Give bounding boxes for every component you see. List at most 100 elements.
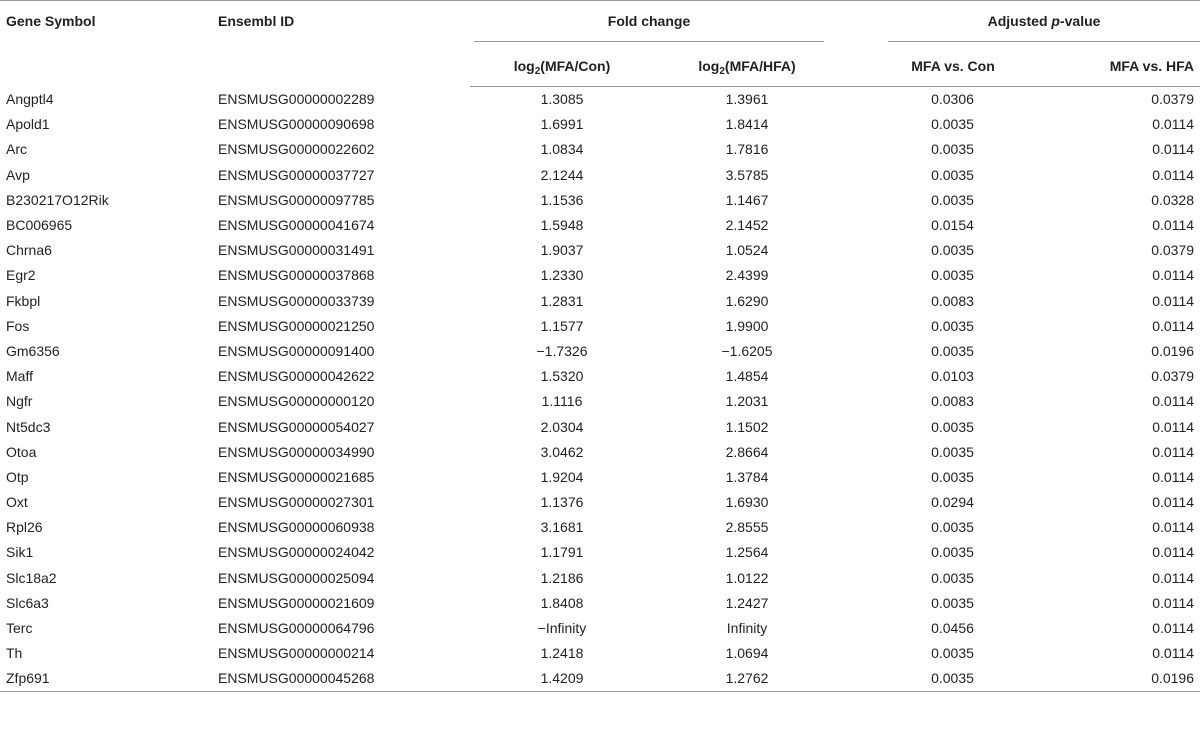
- header-adjusted-p-value: Adjusted p-value: [840, 0, 1200, 42]
- cell-gene-symbol: Nt5dc3: [6, 418, 51, 435]
- cell-log2-mfa-con: −Infinity: [537, 620, 587, 637]
- cell-ensembl-id: ENSMUSG00000097785: [218, 191, 375, 208]
- cell-pvalue-mfa-hfa: 0.0114: [1152, 166, 1195, 183]
- cell-ensembl-id: ENSMUSG00000060938: [218, 519, 375, 536]
- cell-log2-mfa-hfa: 1.2031: [725, 393, 769, 410]
- cell-gene-symbol: Terc: [6, 620, 33, 637]
- cell-ensembl-id: ENSMUSG00000025094: [218, 569, 375, 586]
- cell-log2-mfa-con: 1.1536: [540, 191, 584, 208]
- cell-ensembl-id: ENSMUSG00000037868: [218, 267, 375, 284]
- table-row: Gm6356 ENSMUSG00000091400 −1.7326 −1.6205 0.…: [0, 338, 1200, 363]
- cell-log2-mfa-hfa: 2.1452: [725, 217, 769, 234]
- log-subscript: 2: [719, 66, 725, 77]
- cell-pvalue-mfa-hfa: 0.0379: [1151, 368, 1195, 385]
- adjusted-p-italic: p: [1051, 13, 1060, 29]
- header-gene-symbol: Gene Symbol: [0, 0, 208, 86]
- cell-log2-mfa-con: 1.2186: [540, 569, 584, 586]
- cell-gene-symbol: Oxt: [6, 494, 28, 511]
- cell-gene-symbol: Gm6356: [6, 342, 60, 359]
- table-header: Gene Symbol Ensembl ID Fold change Adjus…: [0, 0, 1200, 87]
- cell-log2-mfa-con: 2.1244: [540, 166, 584, 183]
- cell-pvalue-mfa-con: 0.0035: [931, 191, 974, 208]
- cell-pvalue-mfa-con: 0.0035: [931, 342, 974, 359]
- cell-ensembl-id: ENSMUSG00000045268: [208, 665, 470, 692]
- table-row: Nt5dc3 ENSMUSG00000054027 2.0304 1.1502 0.00…: [0, 414, 1200, 439]
- cell-ensembl-id: ENSMUSG00000033739: [218, 292, 375, 309]
- header-mfa-vs-con: MFA vs. Con: [840, 42, 1019, 87]
- cell-log2-mfa-hfa: 1.9900: [725, 317, 769, 334]
- cell-log2-mfa-con: 1.0834: [540, 141, 584, 158]
- header-row-1: Gene Symbol Ensembl ID Fold change Adjus…: [0, 0, 1200, 86]
- cell-log2-mfa-hfa: Infinity: [726, 620, 768, 637]
- table-body: Angptl4 ENSMUSG00000002289 1.3085 1.3961 0.0…: [0, 86, 1200, 692]
- cell-log2-mfa-hfa: −1.6205: [721, 342, 773, 359]
- cell-log2-mfa-con: 1.6991: [540, 116, 584, 133]
- cell-pvalue-mfa-hfa: 0.0379: [1151, 242, 1195, 259]
- cell-ensembl-id: ENSMUSG00000064796: [218, 620, 375, 637]
- table-row: Th ENSMUSG00000000214 1.2418 1.0694 0.0035 0.…: [0, 641, 1200, 666]
- header-row-2: log2(MFA/Con) log2(MFA/HFA) MFA vs. Con …: [0, 42, 1200, 87]
- cell-gene-symbol: Sik1: [6, 544, 34, 561]
- cell-pvalue-mfa-hfa: 0.0379: [1151, 91, 1195, 108]
- cell-log2-mfa-con: 2.0304: [540, 418, 584, 435]
- adjusted-prefix: Adjusted: [987, 13, 1052, 29]
- cell-ensembl-id: ENSMUSG00000041674: [218, 217, 375, 234]
- cell-gene-symbol: Rpl26: [6, 519, 43, 536]
- cell-log2-mfa-con: 1.1791: [540, 544, 584, 561]
- cell-pvalue-mfa-hfa: 0.0114: [1152, 620, 1195, 637]
- table-row: Fkbpl ENSMUSG00000033739 1.2831 1.6290 0.008…: [0, 288, 1200, 313]
- cell-pvalue-mfa-con: 0.0035: [931, 116, 974, 133]
- cell-ensembl-id: ENSMUSG00000021250: [218, 317, 375, 334]
- cell-pvalue-mfa-hfa: 0.0114: [1152, 292, 1195, 309]
- table-row: Fos ENSMUSG00000021250 1.1577 1.9900 0.0035 0…: [0, 313, 1200, 338]
- table-row: Terc ENSMUSG00000064796 −Infinity Infinity 0…: [0, 615, 1200, 640]
- cell-log2-mfa-hfa: 1.8414: [725, 116, 769, 133]
- cell-pvalue-mfa-con: 0.0035: [931, 645, 974, 662]
- cell-pvalue-mfa-hfa: 0.0114: [1152, 544, 1195, 561]
- cell-pvalue-mfa-con: 0.0035: [931, 443, 974, 460]
- cell-pvalue-mfa-con: 0.0083: [931, 292, 974, 309]
- cell-log2-mfa-con: 1.2418: [540, 645, 584, 662]
- cell-gene-symbol: Chrna6: [6, 242, 52, 259]
- log-subscript: 2: [534, 66, 541, 77]
- cell-pvalue-mfa-hfa: 0.0114: [1152, 443, 1195, 460]
- cell-ensembl-id: ENSMUSG00000042622: [218, 368, 375, 385]
- cell-log2-mfa-hfa: 1.3784: [725, 468, 769, 485]
- adjusted-suffix: -value: [1059, 13, 1101, 29]
- cell-gene-symbol: Otp: [6, 468, 29, 485]
- cell-pvalue-mfa-con: 0.0035: [931, 242, 974, 259]
- cell-ensembl-id: ENSMUSG00000022602: [218, 141, 375, 158]
- cell-gene-symbol: Arc: [6, 141, 27, 158]
- cell-ensembl-id: ENSMUSG00000034990: [218, 443, 375, 460]
- cell-ensembl-id: ENSMUSG00000000214: [218, 645, 375, 662]
- table-row: Rpl26 ENSMUSG00000060938 3.1681 2.8555 0.003…: [0, 515, 1200, 540]
- cell-pvalue-mfa-con: 0.0035: [931, 544, 974, 561]
- cell-pvalue-mfa-hfa: 0.0114: [1152, 116, 1195, 133]
- table-row: Apold1 ENSMUSG00000090698 1.6991 1.8414 0.00…: [0, 112, 1200, 137]
- gene-expression-table: Gene Symbol Ensembl ID Fold change Adjus…: [0, 0, 1200, 692]
- header-mfa-vs-hfa: MFA vs. HFA: [1018, 42, 1200, 87]
- table-row: Sik1 ENSMUSG00000024042 1.1791 1.2564 0.0035…: [0, 540, 1200, 565]
- cell-pvalue-mfa-con: 0.0035: [931, 317, 974, 334]
- header-fold-change: Fold change: [470, 0, 841, 42]
- header-log2-mfa-hfa: log2(MFA/HFA): [654, 42, 841, 87]
- cell-gene-symbol: Ngfr: [6, 393, 33, 410]
- cell-log2-mfa-hfa: 1.1502: [725, 418, 769, 435]
- cell-gene-symbol: Angptl4: [6, 90, 54, 107]
- cell-ensembl-id: ENSMUSG00000021685: [218, 468, 375, 485]
- cell-log2-mfa-con: 1.5948: [540, 217, 584, 234]
- cell-pvalue-mfa-con: 0.0154: [931, 217, 974, 234]
- cell-log2-mfa-con: 1.9204: [540, 468, 584, 485]
- table-row: Ngfr ENSMUSG00000000120 1.1116 1.2031 0.0083…: [0, 389, 1200, 414]
- cell-log2-mfa-hfa: 1.2564: [725, 544, 769, 561]
- cell-pvalue-mfa-hfa: 0.0114: [1152, 141, 1195, 158]
- table-row: Avp ENSMUSG00000037727 2.1244 3.5785 0.0035 0…: [0, 162, 1200, 187]
- cell-pvalue-mfa-con: 0.0103: [931, 368, 974, 385]
- cell-log2-mfa-hfa: 1.0122: [725, 569, 769, 586]
- cell-ensembl-id: ENSMUSG00000002289: [218, 90, 375, 107]
- cell-ensembl-id: ENSMUSG00000054027: [218, 418, 375, 435]
- cell-log2-mfa-hfa: 1.0524: [725, 242, 769, 259]
- cell-gene-symbol: Otoa: [6, 443, 37, 460]
- cell-log2-mfa-con: 3.0462: [540, 443, 584, 460]
- cell-pvalue-mfa-hfa: 0.0114: [1152, 317, 1195, 334]
